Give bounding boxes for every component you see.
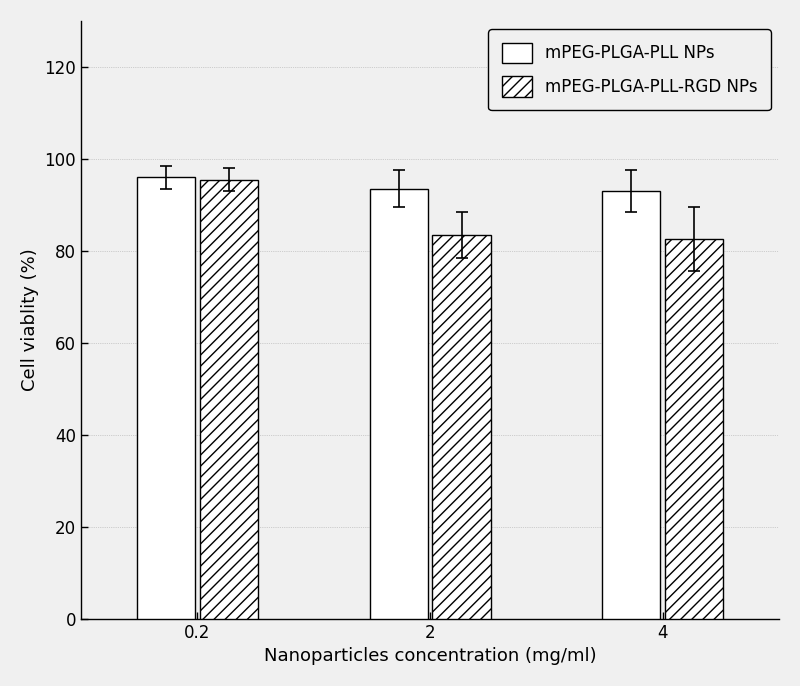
Bar bbox=[370, 189, 428, 619]
Y-axis label: Cell viablity (%): Cell viablity (%) bbox=[21, 248, 39, 391]
Bar bbox=[137, 177, 195, 619]
Bar bbox=[433, 235, 490, 619]
Bar bbox=[200, 180, 258, 619]
Bar bbox=[602, 191, 661, 619]
Bar bbox=[665, 239, 723, 619]
X-axis label: Nanoparticles concentration (mg/ml): Nanoparticles concentration (mg/ml) bbox=[264, 647, 596, 665]
Legend: mPEG-PLGA-PLL NPs, mPEG-PLGA-PLL-RGD NPs: mPEG-PLGA-PLL NPs, mPEG-PLGA-PLL-RGD NPs bbox=[488, 29, 771, 110]
